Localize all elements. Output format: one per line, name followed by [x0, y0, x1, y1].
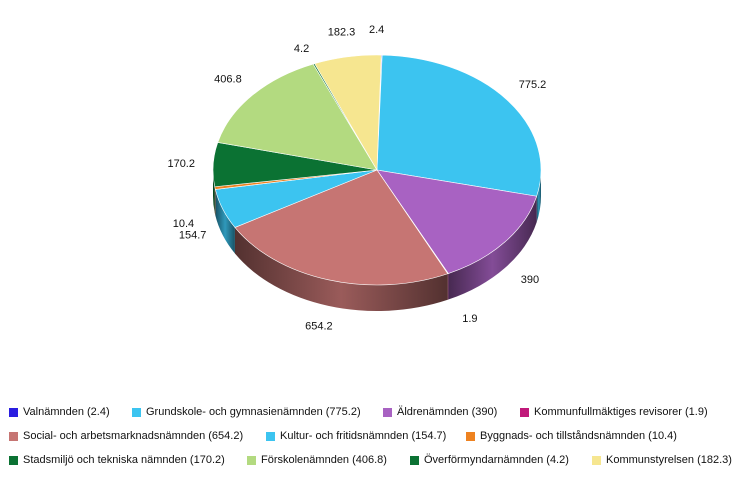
legend-label: Kultur- och fritidsnämnden (154.7) — [280, 430, 447, 442]
data-label-6: 10.4 — [173, 218, 194, 230]
legend-item-kommunstyrelsen[interactable]: Kommunstyrelsen (182.3) — [592, 454, 732, 466]
data-label-9: 4.2 — [294, 43, 309, 55]
legend-swatch — [132, 407, 141, 417]
legend-item-byggnads[interactable]: Byggnads- och tillståndsnämnden (10.4) — [466, 430, 677, 442]
legend-swatch — [520, 407, 529, 417]
legend-swatch — [592, 455, 601, 465]
legend-label: Grundskole- och gymnasienämnden (775.2) — [146, 406, 361, 418]
legend-item-grundskole[interactable]: Grundskole- och gymnasienämnden (775.2) — [132, 406, 361, 418]
data-label-5: 154.7 — [179, 230, 207, 242]
data-label-0: 2.4 — [369, 24, 384, 36]
data-label-10: 182.3 — [328, 26, 356, 38]
legend-swatch — [9, 431, 18, 441]
pie-side-2 — [448, 196, 537, 300]
legend-row: Social- och arbetsmarknadsnämnden (654.2… — [0, 430, 740, 446]
legend-label: Kommunfullmäktiges revisorer (1.9) — [534, 406, 708, 418]
legend-item-overformyndar[interactable]: Överförmyndarnämnden (4.2) — [410, 454, 569, 466]
legend-swatch — [383, 407, 392, 417]
legend-item-valnamnden[interactable]: Valnämnden (2.4) — [9, 406, 110, 418]
legend-item-revisorer[interactable]: Kommunfullmäktiges revisorer (1.9) — [520, 406, 708, 418]
legend-item-stadsmiljo[interactable]: Stadsmiljö och tekniska nämnden (170.2) — [9, 454, 225, 466]
legend-item-kultur[interactable]: Kultur- och fritidsnämnden (154.7) — [266, 430, 446, 442]
legend-label: Äldrenämnden (390) — [397, 406, 498, 418]
legend-item-aldrenamnden[interactable]: Äldrenämnden (390) — [383, 406, 497, 418]
legend-swatch — [266, 431, 275, 441]
pie-chart: 2.4 775.2 390 1.9 654.2 154.710.4 170.2 406.8 4.… — [167, 24, 546, 332]
legend-item-forskole[interactable]: Förskolenämnden (406.8) — [247, 454, 387, 466]
legend-label: Förskolenämnden (406.8) — [261, 454, 387, 466]
legend-row: Stadsmiljö och tekniska nämnden (170.2) … — [0, 454, 740, 470]
legend-item-social[interactable]: Social- och arbetsmarknadsnämnden (654.2… — [9, 430, 243, 442]
legend-label: Kommunstyrelsen (182.3) — [606, 454, 732, 466]
legend-row: Valnämnden (2.4) Grundskole- och gymnasi… — [0, 406, 740, 422]
pie-slice-1[interactable] — [376, 54, 542, 197]
legend-label: Valnämnden (2.4) — [23, 406, 110, 418]
pie-slices — [212, 54, 542, 286]
pie-data-labels: 2.4 775.2 390 1.9 654.2 154.710.4 170.2 406.8 4.… — [167, 24, 546, 332]
data-label-7: 170.2 — [167, 158, 195, 170]
pie-slice-8[interactable] — [217, 63, 378, 171]
data-label-3: 1.9 — [462, 313, 477, 325]
legend-swatch — [466, 431, 475, 441]
legend-label: Stadsmiljö och tekniska nämnden (170.2) — [23, 454, 225, 466]
data-label-1: 775.2 — [519, 79, 547, 91]
pie-side-walls — [213, 170, 541, 311]
pie-slice-10[interactable] — [314, 54, 382, 171]
pie-side-1 — [536, 170, 541, 223]
legend-label: Byggnads- och tillståndsnämnden (10.4) — [480, 430, 677, 442]
pie-slice-2[interactable] — [376, 169, 537, 274]
legend-swatch — [9, 455, 18, 465]
legend-swatch — [247, 455, 256, 465]
data-label-4: 654.2 — [305, 320, 333, 332]
pie-side-5 — [215, 189, 235, 254]
legend-label: Social- och arbetsmarknadsnämnden (654.2… — [23, 430, 244, 442]
pie-side-3 — [447, 273, 449, 300]
pie-side-6 — [214, 186, 216, 216]
legend-label: Överförmyndarnämnden (4.2) — [424, 454, 569, 466]
legend-swatch — [9, 407, 18, 417]
data-label-8: 406.8 — [214, 73, 242, 85]
data-label-2: 390 — [521, 274, 539, 286]
pie-slice-4[interactable] — [234, 169, 449, 286]
legend-swatch — [410, 455, 419, 465]
pie-side-4 — [234, 227, 448, 311]
